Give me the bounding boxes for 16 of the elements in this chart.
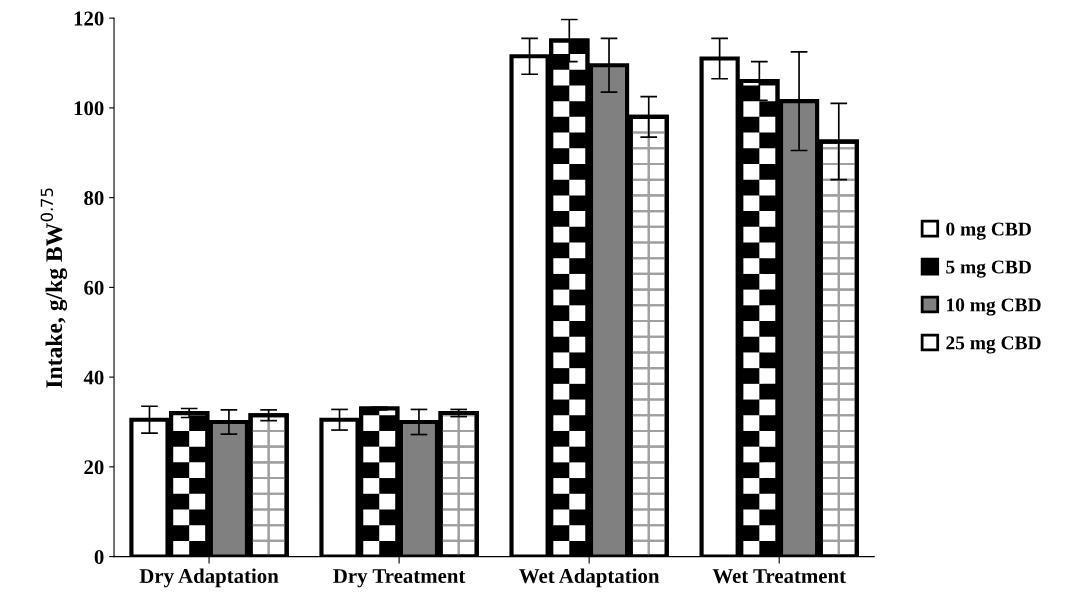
y-tick-label: 0 [94,549,104,565]
y-tick-label: 80 [84,191,104,206]
y-tick-label: 60 [84,280,104,295]
y-tick-label: 120 [74,11,104,26]
y-tick-label: 20 [84,460,104,475]
x-tick-label: Wet Treatment [712,569,846,584]
legend-label: 10 mg CBD [947,298,1041,316]
legend-label: 5 mg CBD [946,260,1031,278]
y-axis-title: Intake, g/kg BW$^{0.75}$ [40,188,68,388]
x-tick-label: Dry Adaptation [139,568,279,588]
y-tick-label: 100 [74,101,104,116]
legend-label: 25 mg CBD [946,336,1041,354]
legend-label: 0 mg CBD [946,222,1031,240]
x-tick-label: Wet Adaptation [519,568,660,588]
x-tick-label: Dry Treatment [333,569,466,588]
y-tick-label: 40 [83,370,104,385]
